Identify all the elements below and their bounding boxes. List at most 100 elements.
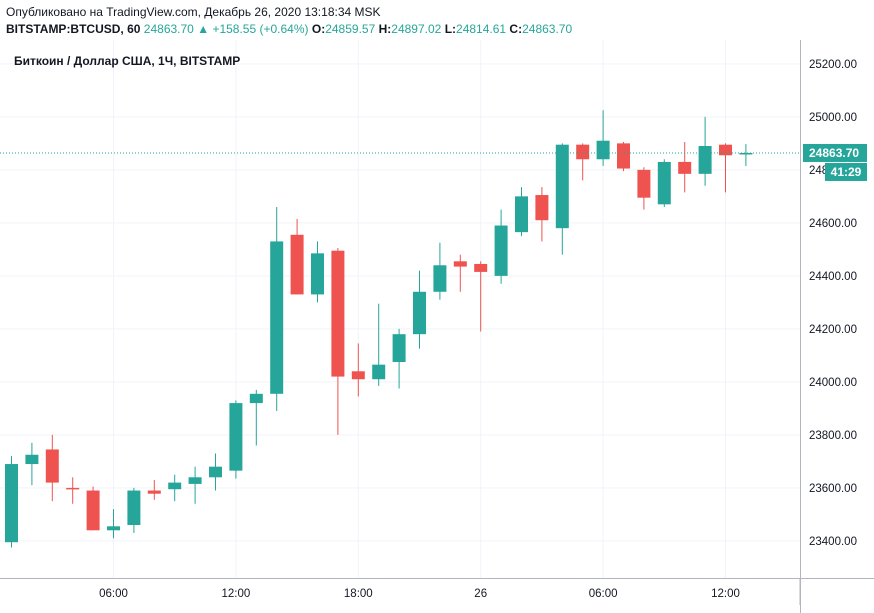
candle-body (290, 234, 304, 295)
last-price-tag (803, 143, 867, 162)
change-value: +158.55 (+0.64%) (212, 22, 309, 36)
candle-body (66, 487, 80, 490)
candle-body (168, 482, 182, 490)
candle (678, 142, 692, 193)
x-tick-label: 26 (474, 588, 487, 600)
candle (657, 159, 671, 207)
candle-body (596, 140, 610, 160)
countdown-tag (825, 162, 867, 181)
candle-body (311, 253, 324, 295)
candle-body (331, 250, 345, 377)
candle-body (5, 464, 18, 543)
last-price: 24863.70 (143, 22, 194, 36)
candle (25, 442, 39, 486)
grid (0, 40, 800, 578)
candle (168, 474, 182, 502)
candles (5, 110, 753, 548)
low-label: L: (444, 22, 457, 36)
candle (739, 144, 753, 166)
candle (5, 456, 18, 548)
candle (555, 143, 569, 255)
candle (698, 116, 712, 186)
candle-body (127, 490, 141, 525)
x-tick-label: 06:00 (589, 588, 618, 600)
candle-body (413, 291, 426, 335)
candle-body (474, 263, 488, 272)
symbol-label: BITSTAMP:BTCUSD, 60 (6, 22, 141, 36)
open-label: O: (311, 22, 326, 36)
candle-body (657, 161, 671, 205)
candle-body (453, 261, 467, 267)
candle (494, 209, 508, 284)
x-tick-label: 12:00 (711, 588, 740, 600)
change-arrow-icon: ▲ (197, 22, 210, 36)
candle-body (107, 526, 120, 531)
candle-body (555, 144, 569, 229)
candle (453, 254, 467, 292)
candle (515, 187, 528, 237)
quote-line: BITSTAMP:BTCUSD, 60 24863.70 ▲ +158.55 (… (6, 22, 572, 36)
candle-body (209, 466, 222, 478)
candle (719, 143, 732, 193)
candle-body (249, 393, 263, 404)
low-value: 24814.61 (456, 22, 507, 36)
y-tick-label: 24400.00 (809, 271, 857, 283)
candle-body (535, 195, 549, 221)
candle (249, 389, 263, 446)
candle-body (698, 146, 712, 174)
open-value: 24859.57 (325, 22, 376, 36)
candle (576, 143, 590, 181)
candle (474, 261, 488, 332)
candle (127, 487, 141, 533)
high-value: 24897.02 (391, 22, 442, 36)
candle (351, 343, 365, 397)
candle-body (433, 265, 447, 292)
countdown-tag-label: 41:29 (831, 165, 862, 179)
candle (66, 477, 80, 504)
high-label: H: (378, 22, 392, 36)
y-tick-label: 23400.00 (809, 536, 857, 548)
candle (311, 241, 324, 303)
candle (413, 270, 426, 349)
candle-body (372, 364, 386, 380)
y-tick-label: 24600.00 (809, 218, 857, 230)
candle-body (392, 334, 406, 363)
last-price-tag-label: 24863.70 (809, 146, 859, 160)
candle (617, 142, 630, 172)
y-tick-label: 25200.00 (809, 59, 857, 71)
candle (372, 303, 386, 386)
chart-title: Биткоин / Доллар США, 1Ч, BITSTAMP (14, 54, 240, 68)
candle-body (637, 169, 651, 198)
close-value: 24863.70 (522, 22, 573, 36)
candle-body (147, 490, 161, 494)
candle (392, 328, 406, 389)
candle-body (270, 241, 284, 394)
candle (331, 248, 345, 435)
candle-body (576, 144, 590, 160)
candle-body (494, 225, 508, 276)
x-tick-label: 06:00 (99, 588, 128, 600)
candle (209, 453, 222, 491)
candle-body (45, 449, 59, 483)
candle-body (515, 196, 528, 233)
candle-body (617, 143, 630, 169)
candle (188, 466, 202, 504)
candle-body (678, 161, 692, 174)
candle (270, 206, 284, 412)
x-tick-label: 12:00 (222, 588, 251, 600)
candle (86, 486, 100, 531)
candle-body (86, 490, 100, 531)
y-tick-label: 23800.00 (809, 430, 857, 442)
y-tick-label: 24000.00 (809, 377, 857, 389)
y-tick-label: 23600.00 (809, 483, 857, 495)
candle (535, 187, 549, 242)
y-tick-label: 25000.00 (809, 112, 857, 124)
candle (147, 479, 161, 500)
candle (107, 509, 120, 539)
candle (637, 167, 651, 210)
candle (433, 242, 447, 300)
candle (596, 110, 610, 166)
candle-body (188, 477, 202, 484)
